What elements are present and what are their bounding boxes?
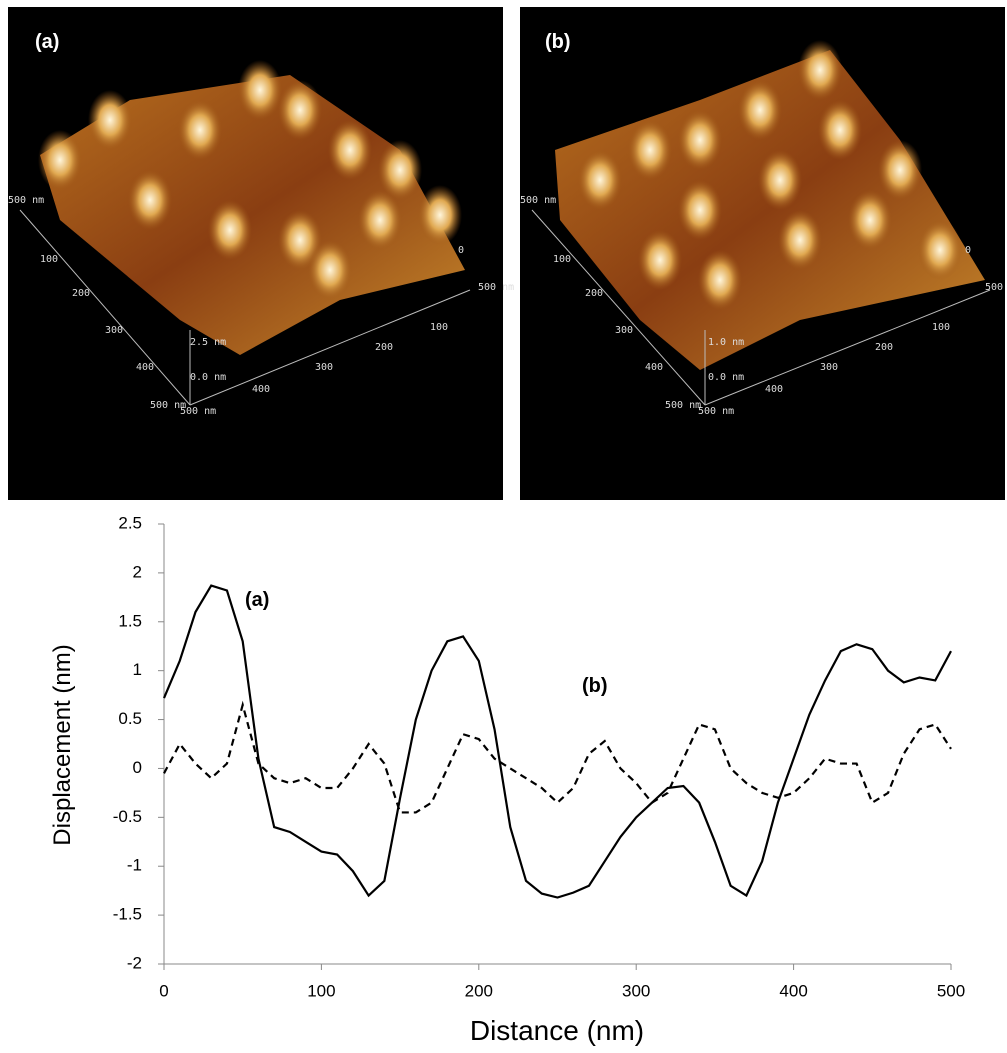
afm-peak: [578, 150, 622, 210]
afm-axis-label: 200: [72, 288, 90, 299]
afm-axis-label: 500 nm: [698, 406, 734, 417]
afm-peak: [88, 90, 132, 150]
panel-label: (a): [35, 31, 59, 53]
x-tick-label: 100: [307, 981, 335, 1000]
afm-peak: [378, 140, 422, 200]
afm-peak: [208, 200, 252, 260]
y-tick-label: -2: [127, 953, 142, 972]
afm-axis-label: 500: [985, 282, 1003, 293]
afm-peak: [758, 150, 802, 210]
afm-peak: [418, 185, 462, 245]
afm-peak: [878, 140, 922, 200]
afm-axis-label: 400: [252, 384, 270, 395]
afm-axis-label: 1.0 nm: [708, 337, 744, 348]
afm-axis-label: 400: [645, 362, 663, 373]
afm-peak: [38, 130, 82, 190]
afm-peak: [818, 100, 862, 160]
afm-axis-label: 300: [820, 362, 838, 373]
afm-axis-label: 300: [315, 362, 333, 373]
afm-axis-label: 0.0 nm: [708, 372, 744, 383]
series-line: [163, 700, 952, 814]
afm-axis-label: 500 nm: [665, 400, 701, 411]
afm-peak: [678, 180, 722, 240]
afm-peak: [778, 210, 822, 270]
afm-peak: [358, 190, 402, 250]
afm-axis-label: 400: [765, 384, 783, 395]
y-tick-label: 0.5: [118, 709, 142, 728]
x-tick-label: 300: [622, 981, 650, 1000]
y-tick-label: -1: [127, 856, 142, 875]
series-line: [162, 584, 952, 899]
x-tick-label: 400: [779, 981, 807, 1000]
afm-peak: [918, 220, 962, 280]
afm-axis-label: 0: [965, 245, 971, 256]
afm-axis-label: 200: [585, 288, 603, 299]
afm-axis-label: 300: [105, 325, 123, 336]
afm-peak: [278, 80, 322, 140]
afm-peak: [848, 190, 892, 250]
afm-peak: [798, 40, 842, 100]
afm-peak: [698, 250, 742, 310]
y-tick-label: 2.5: [118, 513, 142, 532]
x-tick-label: 0: [159, 981, 168, 1000]
y-axis-title: Displacement (nm): [49, 644, 76, 845]
y-tick-label: -0.5: [113, 807, 142, 826]
x-tick-label: 200: [465, 981, 493, 1000]
afm-axis-label: 100: [932, 322, 950, 333]
afm-axis-label: 500 nm: [478, 282, 514, 293]
afm-peak: [678, 110, 722, 170]
afm-peak: [178, 100, 222, 160]
annotation: (b): [582, 675, 608, 697]
y-tick-label: -1.5: [113, 905, 142, 924]
afm-peaks: [38, 40, 962, 310]
afm-peak: [308, 240, 352, 300]
afm-axis-label: 100: [430, 322, 448, 333]
afm-axis-label: 2.5 nm: [190, 337, 226, 348]
afm-axis-label: 500 nm: [8, 195, 44, 206]
afm-peak: [128, 170, 172, 230]
afm-axes: [19, 209, 991, 406]
afm-peak: [738, 80, 782, 140]
panel-label: (b): [545, 31, 571, 53]
x-axis-title: Distance (nm): [470, 1015, 644, 1046]
afm-axis-label: 100: [40, 254, 58, 265]
afm-axis-label: 300: [615, 325, 633, 336]
afm-axis-label: 400: [136, 362, 154, 373]
y-tick-label: 1: [133, 660, 142, 679]
afm-peak: [238, 60, 282, 120]
afm-axis-label: 100: [553, 254, 571, 265]
annotation: (a): [245, 589, 269, 611]
afm-axis-label: 0: [458, 245, 464, 256]
afm-peak: [328, 120, 372, 180]
afm-axis-label: 500 nm: [150, 400, 186, 411]
afm-axis-label: 500 nm: [180, 406, 216, 417]
y-tick-label: 1.5: [118, 611, 142, 630]
afm-axis-label: 500 nm: [520, 195, 556, 206]
y-tick-label: 0: [133, 758, 142, 777]
x-tick-label: 500: [937, 981, 965, 1000]
afm-peak: [638, 230, 682, 290]
afm-axis-label: 200: [375, 342, 393, 353]
afm-axis-label: 0.0 nm: [190, 372, 226, 383]
afm-peak: [628, 120, 672, 180]
afm-axis-label: 200: [875, 342, 893, 353]
y-tick-label: 2: [133, 562, 142, 581]
